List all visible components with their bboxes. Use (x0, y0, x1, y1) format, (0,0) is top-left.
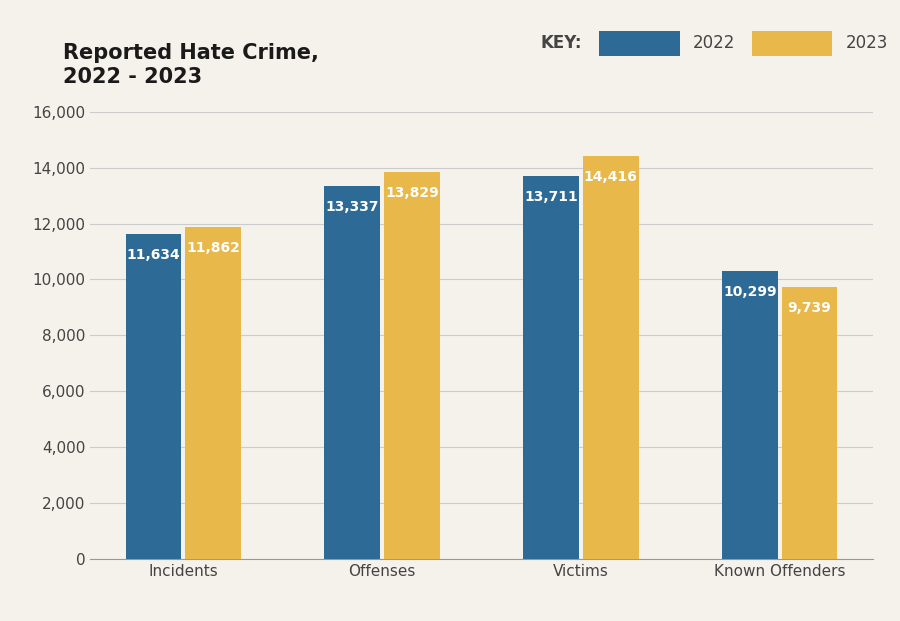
Text: 2022: 2022 (693, 35, 735, 52)
Bar (185, 227, 241, 559)
Text: 9,739: 9,739 (788, 301, 832, 315)
Bar (583, 156, 639, 559)
Bar (384, 173, 440, 559)
Text: 2023: 2023 (846, 35, 888, 52)
Text: Reported Hate Crime,
2022 - 2023: Reported Hate Crime, 2022 - 2023 (63, 43, 319, 87)
Text: KEY:: KEY: (540, 35, 581, 52)
Bar (126, 233, 181, 559)
Text: 14,416: 14,416 (584, 170, 638, 184)
Text: 13,337: 13,337 (326, 200, 379, 214)
Bar (324, 186, 380, 559)
Bar (782, 287, 837, 559)
Text: 13,711: 13,711 (524, 190, 578, 204)
Bar (523, 176, 579, 559)
Bar (722, 271, 778, 559)
Text: 13,829: 13,829 (385, 186, 439, 201)
Text: 11,634: 11,634 (127, 248, 180, 262)
Text: 11,862: 11,862 (186, 242, 240, 255)
Text: 10,299: 10,299 (723, 285, 777, 299)
